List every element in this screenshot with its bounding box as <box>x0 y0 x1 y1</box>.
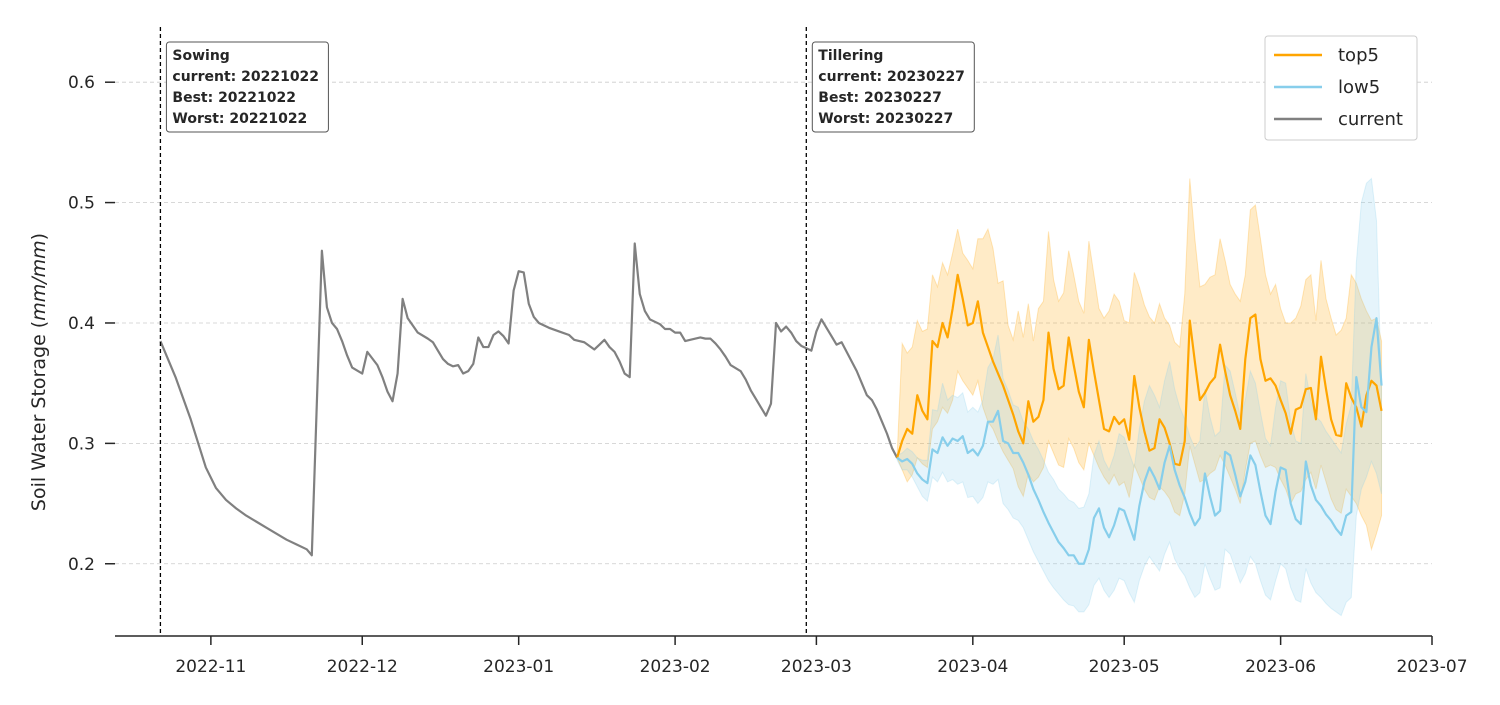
annotation-line: Sowing <box>172 48 229 64</box>
tick-labels: 0.2 0.3 0.4 0.5 0.6 2022-11 2022-12 2023-01 2023… <box>68 73 1468 677</box>
annotation-line: current: 20221022 <box>172 69 319 85</box>
legend-box <box>1264 35 1418 141</box>
series-lines <box>159 242 1383 565</box>
annotation-line: Worst: 20230227 <box>818 111 953 127</box>
annotation-box <box>811 41 975 133</box>
y-axis-title-prefix: Soil Water Storage ( <box>28 321 50 511</box>
uncertainty-bands <box>896 177 1383 617</box>
annotation-box <box>165 41 329 133</box>
x-tick-label: 2023-05 <box>1089 657 1160 677</box>
y-axis-title-unit: mm/mm <box>28 240 50 320</box>
x-tick-label: 2023-02 <box>640 657 711 677</box>
annotation-line: Worst: 20221022 <box>172 111 307 127</box>
line-current <box>159 242 899 557</box>
stage-annotations: Sowing current: 20221022 Best: 20221022 Wor… <box>165 41 975 133</box>
annotation-line: Best: 20230227 <box>818 90 942 106</box>
line-top5 <box>896 273 1383 467</box>
stage-markers <box>159 27 807 636</box>
x-tick-label: 2023-03 <box>781 657 852 677</box>
y-axis-title-suffix: ) <box>28 233 50 240</box>
x-tick-label: 2023-07 <box>1396 657 1467 677</box>
annotation-line: current: 20230227 <box>818 69 965 85</box>
line-low5 <box>896 317 1383 565</box>
y-axis-title: Soil Water Storage (mm/mm) <box>28 233 50 511</box>
y-tick-label: 0.5 <box>68 194 95 214</box>
y-tick-label: 0.6 <box>68 73 95 93</box>
stage-annotation: Tillering current: 20230227 Best: 20230227… <box>811 41 975 133</box>
x-tick-label: 2023-01 <box>483 657 554 677</box>
y-tick-label: 0.3 <box>68 434 95 454</box>
legend-label-top5: top5 <box>1338 45 1379 66</box>
annotation-line: Tillering <box>818 48 883 64</box>
stage-annotation: Sowing current: 20221022 Best: 20221022 Wor… <box>165 41 329 133</box>
x-tick-label: 2022-12 <box>327 657 398 677</box>
x-tick-label: 2022-11 <box>175 657 246 677</box>
legend-label-low5: low5 <box>1338 77 1380 98</box>
y-gridlines <box>115 81 1432 565</box>
band-low5 <box>896 177 1383 617</box>
axes <box>105 81 1433 645</box>
y-tick-label: 0.4 <box>68 314 95 334</box>
x-tick-label: 2023-06 <box>1245 657 1316 677</box>
legend: top5 low5 current <box>1264 35 1418 141</box>
legend-label-current: current <box>1338 109 1403 130</box>
x-tick-label: 2023-04 <box>937 657 1008 677</box>
band-top5 <box>896 178 1383 552</box>
y-tick-label: 0.2 <box>68 555 95 575</box>
annotation-line: Best: 20221022 <box>172 90 296 106</box>
